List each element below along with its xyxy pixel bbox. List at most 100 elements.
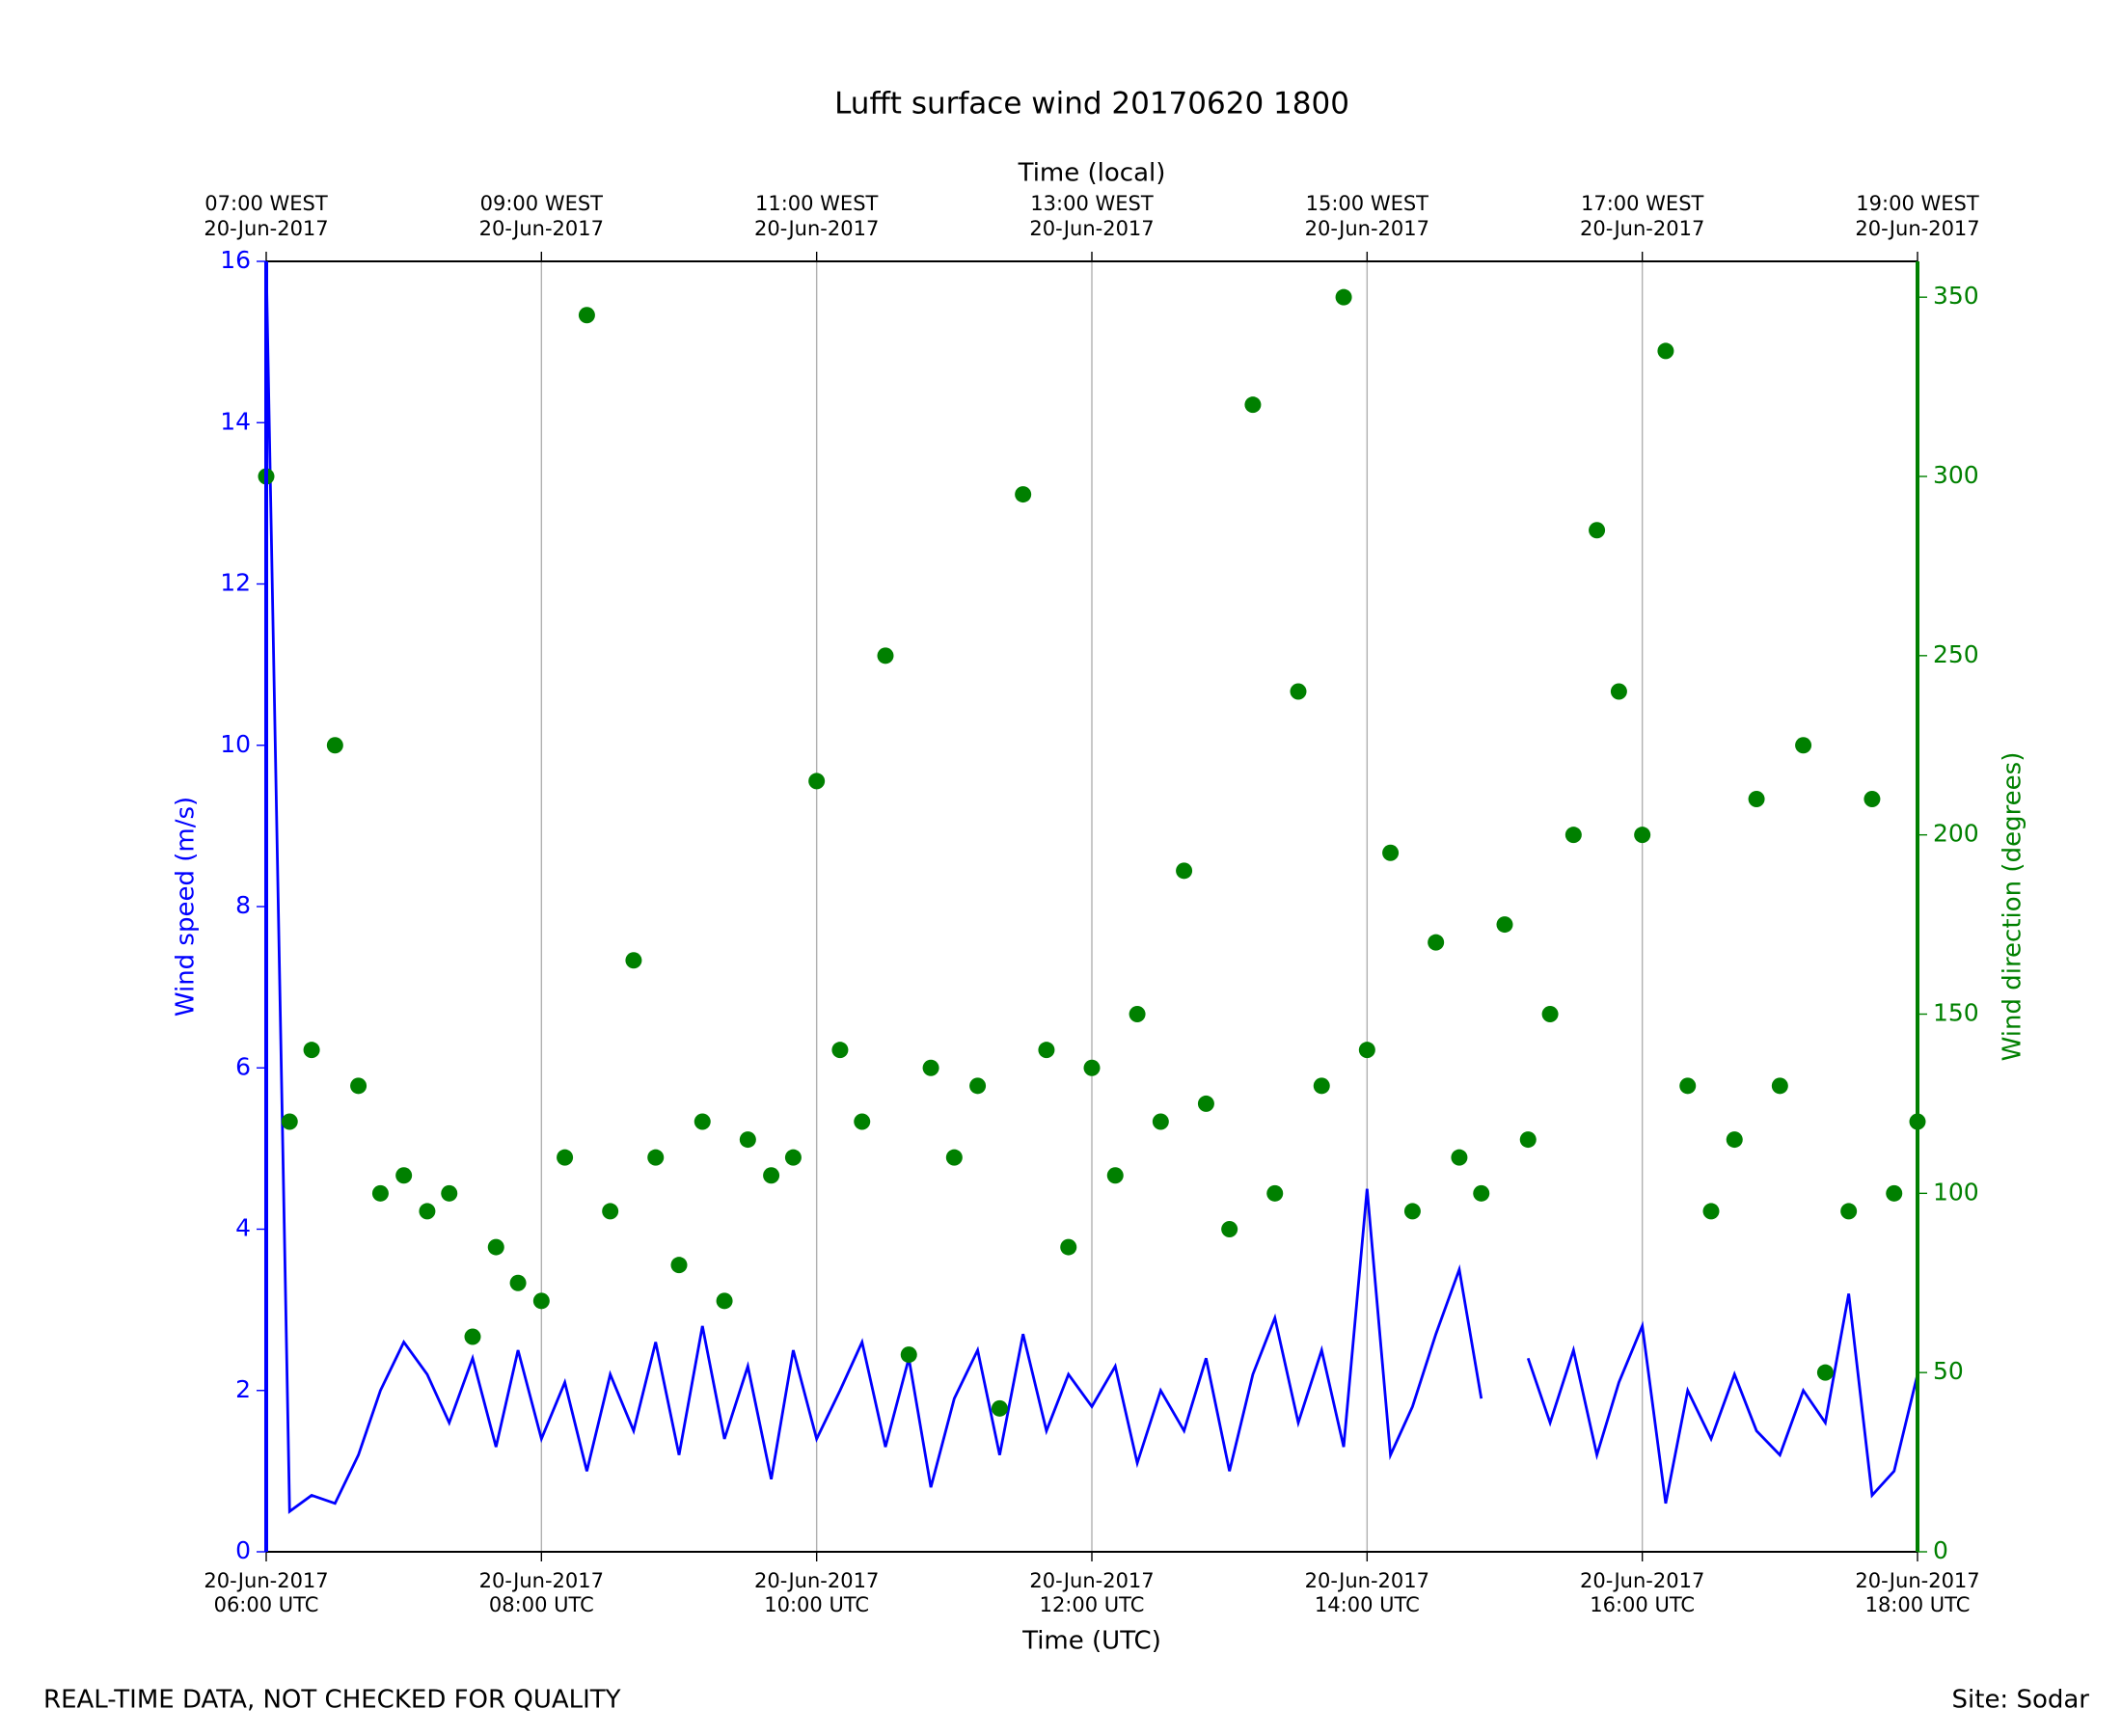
direction-point [326,737,343,754]
y-tick-label: 2 [235,1375,251,1403]
direction-point [739,1131,756,1149]
direction-point [1702,1203,1720,1220]
direction-point [419,1203,436,1220]
x2-tick-label: 07:00 WEST 20-Jun-2017 [204,192,328,240]
direction-point [1657,342,1674,360]
direction-point [808,773,826,790]
direction-point [464,1328,481,1345]
direction-point [877,647,894,665]
direction-point [670,1257,688,1274]
direction-point [1197,1095,1214,1112]
direction-point [1106,1167,1124,1184]
y-tick-label: 6 [235,1052,251,1080]
direction-point [1840,1203,1858,1220]
direction-point [945,1149,963,1166]
direction-point [1244,396,1262,414]
direction-point [578,307,595,324]
x2-tick-label: 11:00 WEST 20-Jun-2017 [754,192,879,240]
direction-point [281,1113,298,1130]
direction-point [694,1113,711,1130]
x2-tick-label: 15:00 WEST 20-Jun-2017 [1305,192,1429,240]
direction-point [784,1149,802,1166]
y-axis-label: Wind speed (m/s) [172,797,201,1017]
direction-point [1795,737,1812,754]
chart-title: Lufft surface wind 20170620 1800 [834,87,1349,122]
direction-point [1886,1184,1903,1202]
direction-point [395,1167,413,1184]
direction-point [1864,791,1881,807]
y2-axis-label: Wind direction (degrees) [1999,752,2027,1062]
direction-point [1610,683,1627,700]
direction-point [1748,791,1765,807]
direction-point [922,1059,939,1076]
direction-point [350,1077,367,1095]
direction-point [557,1149,574,1166]
direction-point [1589,522,1606,539]
direction-point [1451,1149,1468,1166]
direction-point [1403,1203,1421,1220]
direction-point [991,1399,1008,1417]
direction-point [1083,1059,1101,1076]
direction-point [1679,1077,1697,1095]
x2-tick-label: 19:00 WEST 20-Jun-2017 [1855,192,1979,240]
x-tick-label: 20-Jun-2017 08:00 UTC [479,1569,604,1616]
direction-point [900,1346,917,1364]
direction-point [1313,1077,1330,1095]
direction-point [1816,1364,1834,1381]
direction-point [1060,1238,1077,1256]
direction-point [831,1042,849,1059]
direction-point [509,1274,527,1291]
direction-point [1266,1184,1284,1202]
direction-point [647,1149,665,1166]
y-tick-label: 8 [235,891,251,919]
direction-point [1726,1131,1743,1149]
direction-point [1221,1221,1238,1237]
direction-point [371,1184,389,1202]
footer-right: Site: Sodar [1952,1686,2090,1715]
direction-point [1541,1006,1559,1022]
x-axis-label: Time (UTC) [1021,1627,1161,1656]
x-tick-label: 20-Jun-2017 12:00 UTC [1029,1569,1154,1616]
direction-point [625,952,642,969]
speed-line [1526,1293,1919,1505]
direction-point [1519,1131,1537,1149]
y2-tick-label: 250 [1933,640,1979,668]
x-tick-label: 20-Jun-2017 14:00 UTC [1305,1569,1429,1616]
y-tick-label: 4 [235,1214,251,1242]
y-tick-label: 16 [220,246,251,274]
direction-point [1038,1042,1055,1059]
direction-point [854,1113,871,1130]
x-tick-label: 20-Jun-2017 18:00 UTC [1855,1569,1979,1616]
y-tick-label: 10 [220,730,251,758]
direction-point [602,1203,619,1220]
direction-point [1335,288,1352,306]
direction-point [1634,827,1651,844]
y2-tick-label: 100 [1933,1178,1979,1206]
x2-tick-label: 17:00 WEST 20-Jun-2017 [1580,192,1704,240]
y-tick-label: 0 [235,1536,251,1564]
x-tick-label: 20-Jun-2017 06:00 UTC [204,1569,328,1616]
direction-point [487,1238,504,1256]
footer-left: REAL-TIME DATA, NOT CHECKED FOR QUALITY [43,1686,621,1715]
y2-tick-label: 0 [1933,1536,1948,1564]
direction-point [1015,486,1032,503]
y2-tick-label: 200 [1933,820,1979,848]
x-tick-label: 20-Jun-2017 16:00 UTC [1580,1569,1704,1616]
direction-point [1176,862,1193,880]
direction-point [1358,1042,1375,1059]
direction-point [1564,827,1582,844]
x2-axis-label: Time (local) [1018,159,1166,188]
direction-point [1152,1113,1169,1130]
x2-tick-label: 13:00 WEST 20-Jun-2017 [1029,192,1154,240]
y-tick-label: 14 [220,407,251,435]
direction-point [532,1292,550,1310]
direction-point [1771,1077,1788,1095]
direction-point [303,1042,320,1059]
direction-point [1428,934,1445,951]
x2-tick-label: 09:00 WEST 20-Jun-2017 [479,192,604,240]
y2-tick-label: 300 [1933,461,1979,489]
direction-point [1473,1184,1490,1202]
direction-point [763,1167,780,1184]
y2-tick-label: 350 [1933,282,1979,310]
